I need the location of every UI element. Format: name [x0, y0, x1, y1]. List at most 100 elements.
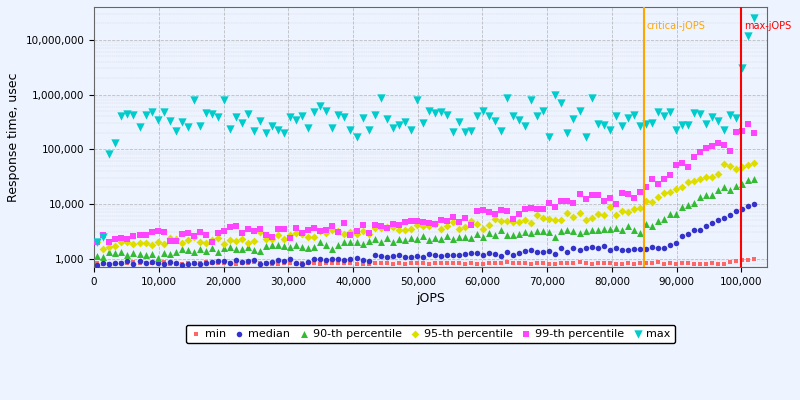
95-th percentile [441, 223, 454, 229]
90-th percentile [724, 187, 737, 194]
min [91, 259, 104, 266]
99-th percentile [103, 239, 116, 245]
max [477, 108, 490, 114]
median [386, 253, 399, 260]
min [187, 260, 200, 266]
min [260, 260, 273, 266]
95-th percentile [549, 217, 562, 224]
min [410, 259, 423, 266]
90-th percentile [712, 187, 725, 194]
95-th percentile [398, 227, 411, 234]
median [344, 256, 357, 262]
95-th percentile [338, 230, 351, 237]
90-th percentile [266, 242, 278, 248]
min [585, 260, 598, 267]
max [549, 92, 562, 98]
90-th percentile [109, 250, 122, 257]
max [320, 108, 333, 114]
99-th percentile [519, 206, 532, 212]
max [115, 113, 128, 120]
max [706, 113, 718, 120]
max [248, 128, 261, 134]
max [567, 115, 580, 122]
min [344, 260, 357, 266]
95-th percentile [242, 239, 254, 246]
min [446, 259, 459, 266]
max [158, 109, 170, 116]
median [477, 252, 490, 258]
min [302, 260, 314, 266]
max [537, 108, 550, 114]
min [242, 260, 254, 266]
95-th percentile [302, 234, 314, 240]
99-th percentile [362, 230, 375, 236]
min [218, 260, 230, 266]
min [266, 261, 278, 267]
90-th percentile [694, 194, 706, 200]
95-th percentile [639, 198, 652, 204]
90-th percentile [622, 223, 634, 229]
90-th percentile [682, 202, 694, 208]
99-th percentile [646, 176, 658, 182]
max [718, 127, 730, 134]
median [730, 208, 742, 214]
min [308, 260, 321, 266]
median [585, 244, 598, 250]
90-th percentile [235, 246, 248, 253]
median [615, 246, 628, 253]
90-th percentile [260, 243, 273, 249]
95-th percentile [712, 171, 725, 178]
99-th percentile [326, 223, 339, 230]
median [332, 256, 345, 262]
90-th percentile [501, 232, 514, 238]
90-th percentile [555, 227, 568, 234]
min [374, 260, 387, 266]
max [688, 110, 701, 117]
99-th percentile [482, 209, 495, 216]
max [194, 123, 206, 130]
min [296, 260, 309, 266]
max [211, 114, 224, 120]
99-th percentile [465, 222, 478, 228]
99-th percentile [266, 234, 278, 240]
99-th percentile [675, 160, 688, 166]
90-th percentile [223, 244, 236, 250]
median [139, 260, 152, 267]
99-th percentile [634, 189, 646, 196]
max [670, 126, 682, 133]
99-th percentile [543, 200, 556, 206]
median [736, 206, 749, 212]
median [694, 227, 706, 233]
90-th percentile [350, 239, 363, 245]
90-th percentile [362, 238, 375, 245]
min [651, 259, 664, 266]
max [163, 118, 176, 124]
90-th percentile [398, 236, 411, 243]
max [598, 121, 610, 128]
95-th percentile [573, 210, 586, 216]
99-th percentile [748, 129, 761, 136]
median [103, 261, 116, 267]
90-th percentile [651, 218, 664, 224]
median [175, 262, 188, 268]
max [501, 95, 514, 101]
median [145, 259, 158, 266]
95-th percentile [531, 212, 544, 218]
min [338, 260, 351, 266]
90-th percentile [494, 227, 507, 234]
99-th percentile [248, 228, 261, 234]
min [332, 260, 345, 266]
90-th percentile [314, 238, 326, 245]
99-th percentile [187, 232, 200, 239]
99-th percentile [260, 232, 273, 238]
max [561, 130, 574, 136]
90-th percentile [308, 244, 321, 250]
95-th percentile [453, 225, 466, 232]
90-th percentile [675, 204, 688, 211]
max [531, 113, 544, 119]
99-th percentile [639, 184, 652, 190]
min [145, 260, 158, 266]
90-th percentile [127, 250, 140, 256]
99-th percentile [404, 218, 417, 224]
min [278, 260, 290, 266]
